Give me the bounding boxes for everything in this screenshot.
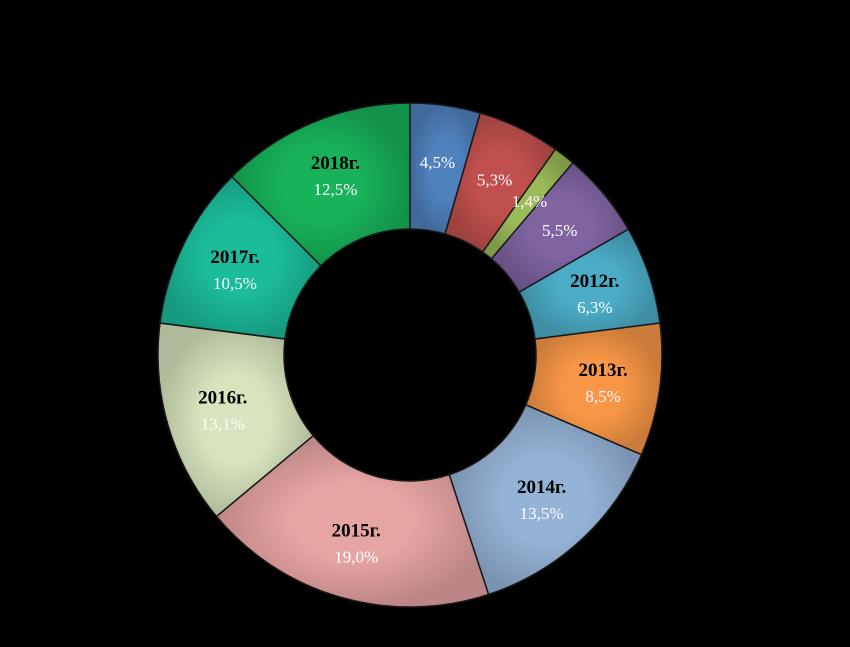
slice-value-2: 5,3% bbox=[477, 170, 512, 189]
slice-label-10: 2017г. bbox=[210, 247, 259, 268]
donut-slice-shade-2 bbox=[445, 112, 556, 253]
slice-label-11: 2018г. bbox=[311, 153, 360, 174]
slice-label-9: 2016г. bbox=[198, 388, 247, 409]
donut-slice-shade-1 bbox=[410, 103, 481, 234]
donut-slice-shade-7 bbox=[449, 404, 642, 595]
slice-label-5: 2012г. bbox=[570, 271, 619, 292]
slice-label-8: 2015г. bbox=[332, 520, 381, 541]
donut-slice-shade-10 bbox=[160, 176, 321, 340]
donut-slice-shade-4 bbox=[491, 162, 629, 293]
slice-value-1: 4,5% bbox=[420, 153, 455, 172]
slice-label-6: 2013г. bbox=[578, 360, 627, 381]
donut-slice-shade-9 bbox=[158, 323, 314, 517]
slice-value-11: 12,5% bbox=[313, 180, 357, 199]
slice-value-4: 5,5% bbox=[542, 221, 577, 240]
donut-slice-shade-3 bbox=[482, 149, 573, 259]
slice-value-5: 6,3% bbox=[577, 298, 612, 317]
slice-value-7: 13,5% bbox=[520, 504, 564, 523]
slice-value-8: 19,0% bbox=[334, 547, 378, 566]
donut-slice-shade-11 bbox=[231, 103, 410, 266]
donut-slice-shade-6 bbox=[525, 323, 662, 455]
slice-value-9: 13,1% bbox=[201, 415, 245, 434]
slice-value-10: 10,5% bbox=[213, 274, 257, 293]
donut-slice-shade-8 bbox=[216, 435, 489, 607]
slice-value-3: 1,4% bbox=[512, 192, 547, 211]
donut-slice-shade-5 bbox=[519, 229, 660, 340]
slice-value-6: 8,5% bbox=[585, 387, 620, 406]
slice-label-7: 2014г. bbox=[517, 477, 566, 498]
